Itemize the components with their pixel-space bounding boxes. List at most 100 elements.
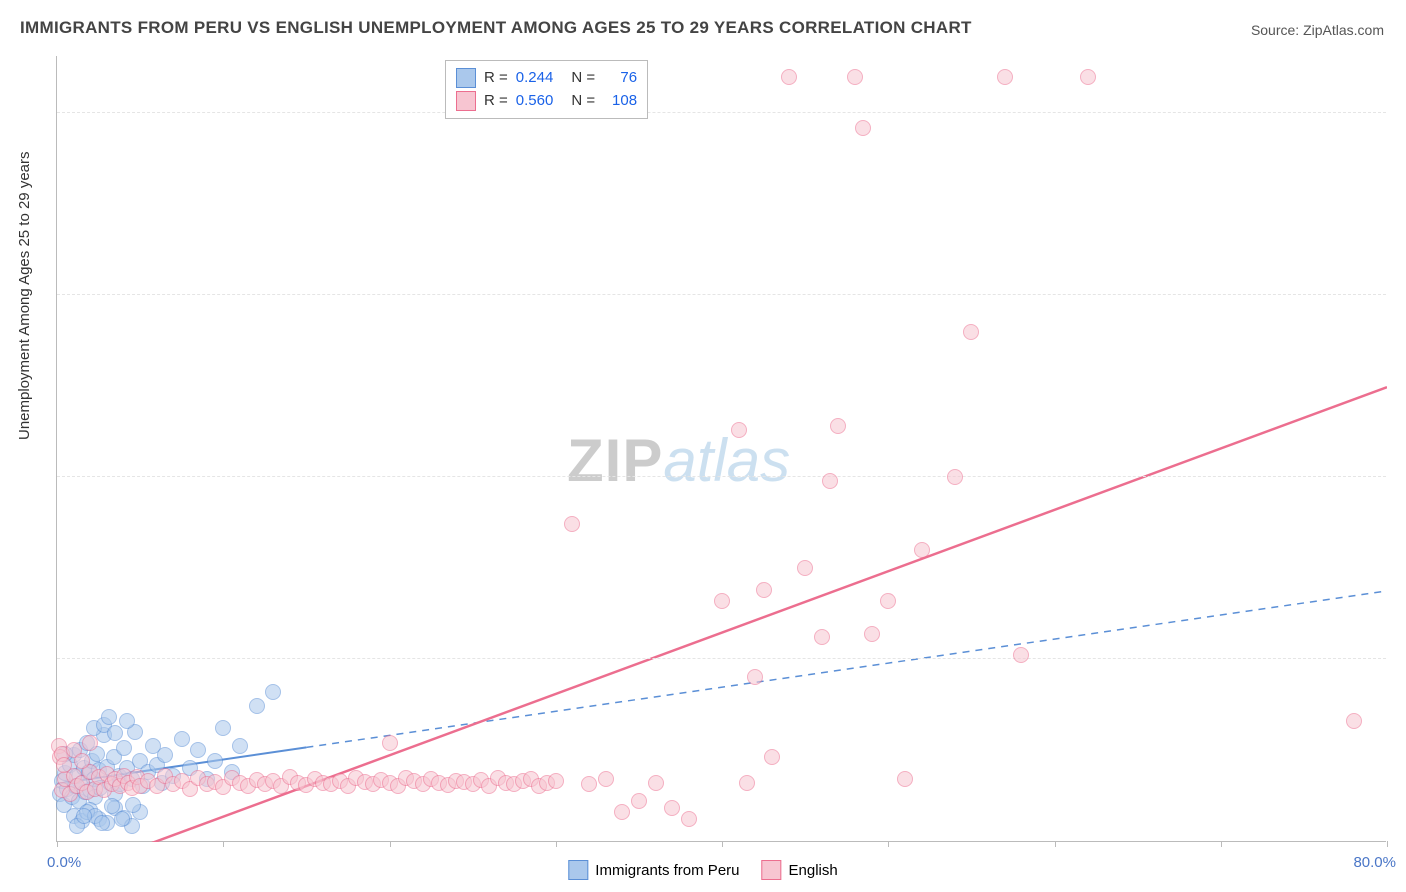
- data-point-english: [448, 773, 464, 789]
- data-point-english: [174, 773, 190, 789]
- data-point-english: [323, 776, 339, 792]
- data-point-peru: [106, 749, 122, 765]
- data-point-english: [165, 776, 181, 792]
- data-point-peru: [232, 738, 248, 754]
- data-point-english: [847, 69, 863, 85]
- data-point-english: [265, 773, 281, 789]
- data-point-english: [129, 769, 145, 785]
- data-point-english: [332, 773, 348, 789]
- data-point-english: [947, 469, 963, 485]
- data-point-peru: [101, 709, 117, 725]
- data-point-peru: [96, 717, 112, 733]
- data-point-english: [91, 769, 107, 785]
- data-point-english: [257, 776, 273, 792]
- data-point-english: [739, 775, 755, 791]
- data-point-english: [481, 778, 497, 794]
- data-point-english: [431, 775, 447, 791]
- data-point-peru: [86, 771, 102, 787]
- x-max-label: 80.0%: [1353, 854, 1396, 871]
- data-point-english: [731, 422, 747, 438]
- data-point-english: [56, 757, 72, 773]
- data-point-english: [382, 735, 398, 751]
- data-point-english: [340, 778, 356, 794]
- data-point-peru: [165, 768, 181, 784]
- data-point-english: [132, 778, 148, 794]
- source-label: Source: ZipAtlas.com: [1251, 22, 1384, 38]
- data-point-peru: [82, 782, 98, 798]
- data-point-peru: [119, 760, 135, 776]
- data-point-peru: [77, 784, 93, 800]
- data-point-english: [490, 770, 506, 786]
- data-point-peru: [224, 764, 240, 780]
- data-point-peru: [66, 808, 82, 824]
- data-point-peru: [99, 759, 115, 775]
- data-point-english: [648, 775, 664, 791]
- stats-r-label: R =: [484, 67, 508, 90]
- data-point-english: [190, 770, 206, 786]
- data-point-english: [1013, 647, 1029, 663]
- data-point-peru: [107, 725, 123, 741]
- data-point-english: [564, 516, 580, 532]
- data-point-peru: [124, 771, 140, 787]
- y-tick-label: 75.0%: [1393, 287, 1406, 304]
- x-tick: [1055, 841, 1056, 847]
- stats-r-value-peru: 0.244: [516, 67, 554, 90]
- gridline-h: [57, 658, 1386, 659]
- data-point-english: [1080, 69, 1096, 85]
- data-point-peru: [89, 746, 105, 762]
- data-point-peru: [112, 776, 128, 792]
- data-point-peru: [72, 742, 88, 758]
- data-point-english: [66, 768, 82, 784]
- data-point-english: [74, 775, 90, 791]
- legend-label-peru: Immigrants from Peru: [595, 862, 739, 879]
- y-tick-label: 50.0%: [1393, 469, 1406, 486]
- watermark-atlas: atlas: [663, 427, 790, 494]
- x-tick: [223, 841, 224, 847]
- data-point-peru: [74, 775, 90, 791]
- data-point-peru: [57, 765, 73, 781]
- data-point-english: [82, 735, 98, 751]
- data-point-peru: [91, 762, 107, 778]
- data-point-english: [290, 775, 306, 791]
- data-point-english: [382, 775, 398, 791]
- data-point-english: [199, 776, 215, 792]
- x-min-label: 0.0%: [47, 854, 81, 871]
- data-point-english: [79, 784, 95, 800]
- data-point-peru: [76, 760, 92, 776]
- data-point-peru: [135, 778, 151, 794]
- data-point-english: [307, 771, 323, 787]
- data-point-peru: [149, 757, 165, 773]
- x-tick: [390, 841, 391, 847]
- legend-swatch-peru: [568, 860, 588, 880]
- x-tick: [57, 841, 58, 847]
- regression-lines: [57, 56, 1387, 842]
- stats-n-value-peru: 76: [603, 67, 637, 90]
- chart-title: IMMIGRANTS FROM PERU VS ENGLISH UNEMPLOY…: [20, 18, 972, 38]
- x-tick: [722, 841, 723, 847]
- data-point-english: [124, 780, 140, 796]
- x-tick: [1387, 841, 1388, 847]
- gridline-h: [57, 112, 1386, 113]
- data-point-peru: [59, 781, 75, 797]
- data-point-english: [548, 773, 564, 789]
- legend-swatch-english: [762, 860, 782, 880]
- data-point-peru: [94, 815, 110, 831]
- data-point-peru: [215, 720, 231, 736]
- data-point-peru: [114, 811, 130, 827]
- data-point-english: [51, 738, 67, 754]
- stats-row-english: R =0.560N =108: [456, 90, 637, 113]
- data-point-english: [390, 778, 406, 794]
- data-point-english: [797, 560, 813, 576]
- data-point-peru: [182, 760, 198, 776]
- data-point-english: [681, 811, 697, 827]
- stats-r-value-english: 0.560: [516, 90, 554, 113]
- data-point-english: [756, 582, 772, 598]
- data-point-english: [112, 778, 128, 794]
- x-tick: [888, 841, 889, 847]
- data-point-english: [539, 775, 555, 791]
- stats-n-value-english: 108: [603, 90, 637, 113]
- watermark-zip: ZIP: [567, 427, 663, 494]
- data-point-peru: [125, 797, 141, 813]
- data-point-english: [74, 753, 90, 769]
- data-point-english: [523, 771, 539, 787]
